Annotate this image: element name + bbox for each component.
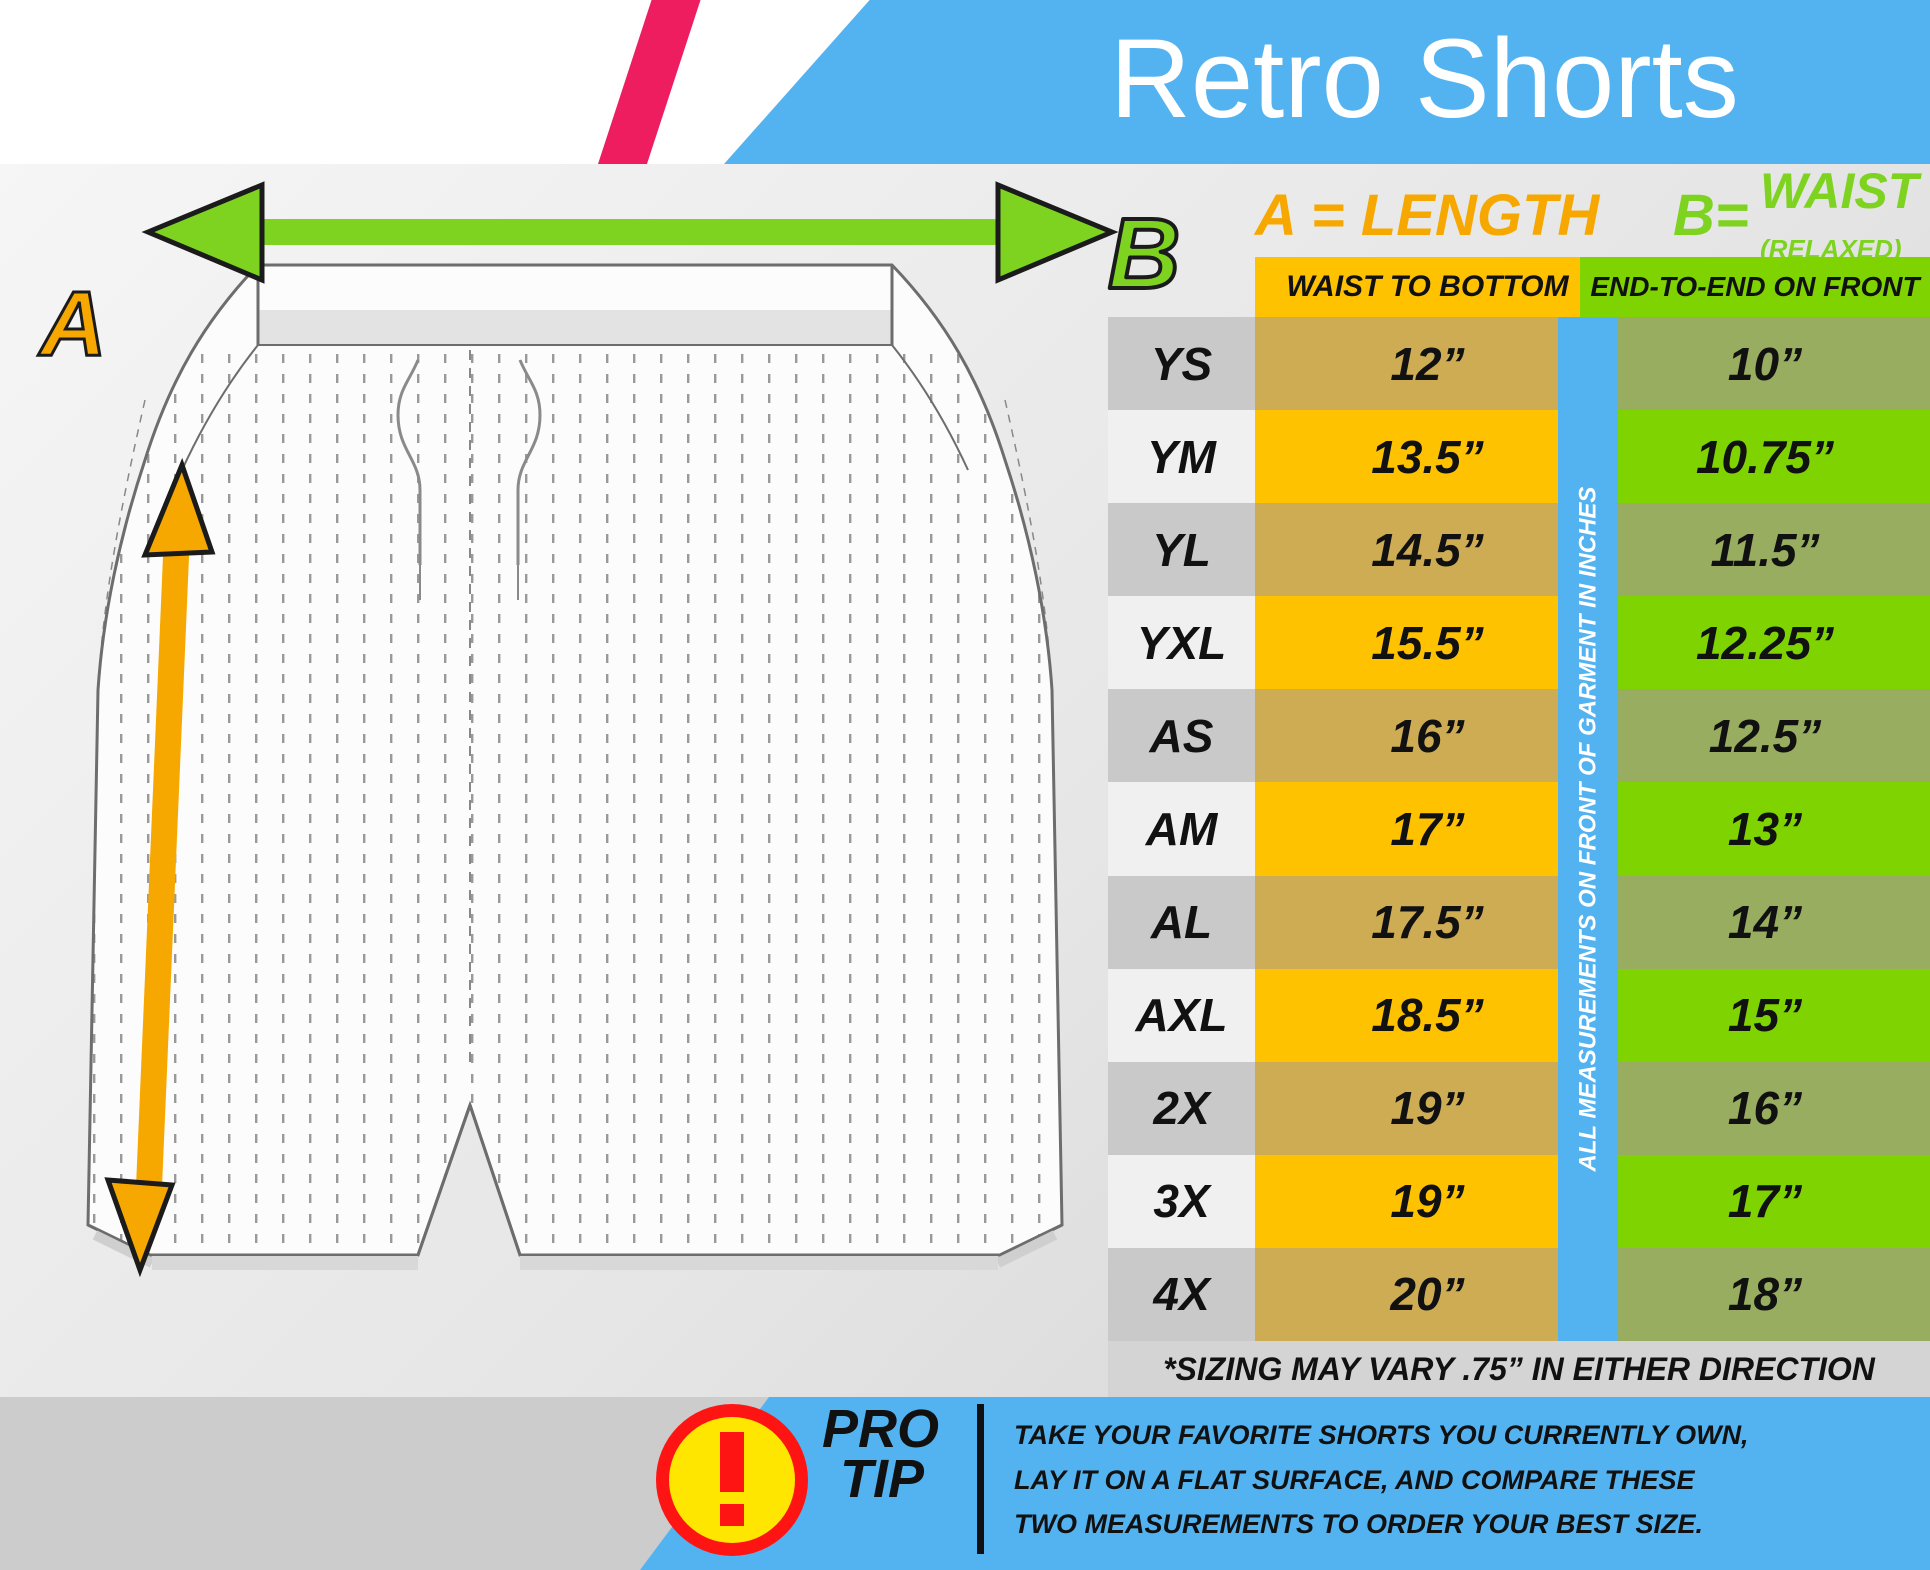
svg-text:A: A xyxy=(38,273,106,375)
